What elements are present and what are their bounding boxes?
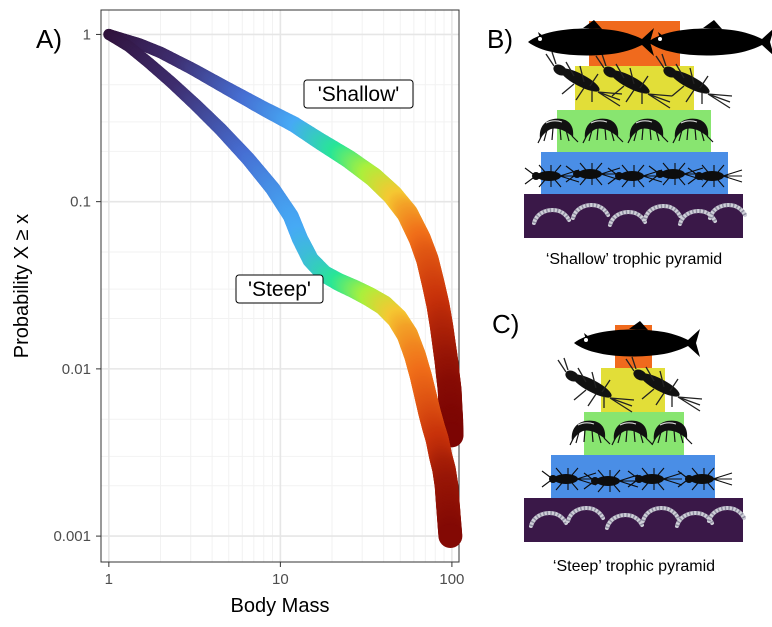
- steep-level-predators: [601, 368, 665, 412]
- series-steep: [103, 28, 463, 549]
- y-axis-title: Probability X ≥ x: [11, 214, 33, 358]
- steep-label-box: [235, 274, 324, 304]
- data-point: [438, 524, 463, 549]
- steep-label: 'Steep': [248, 278, 311, 301]
- panel-label-a: A): [36, 24, 62, 54]
- steep-pyramid-caption: ‘Steep’ trophic pyramid: [553, 558, 715, 575]
- x-tick-label: 1: [105, 571, 113, 588]
- shallow-annotation: 'Shallow': [303, 79, 414, 109]
- y-tick-label: 0.001: [53, 528, 91, 545]
- steep-level-producers: [524, 498, 743, 542]
- shallow-label: 'Shallow': [318, 83, 400, 106]
- y-tick-label: 1: [83, 26, 91, 43]
- steep-pyramid: [524, 321, 746, 542]
- fish-icon: [574, 321, 700, 357]
- y-tick-label: 0.01: [62, 361, 91, 378]
- shallow-level-producers: [524, 194, 743, 238]
- shallow-pyramid: [524, 20, 772, 238]
- panel-label-b: B): [487, 24, 513, 54]
- x-tick-label: 10: [272, 571, 289, 588]
- steep-annotation: 'Steep': [235, 274, 324, 304]
- shallow-label-box: [303, 79, 414, 109]
- data-points: [103, 28, 464, 549]
- y-tick-label: 0.1: [70, 194, 91, 211]
- x-tick-label: 100: [439, 571, 464, 588]
- x-axis-title: Body Mass: [231, 595, 330, 617]
- panel-label-c: C): [492, 309, 519, 339]
- series-shallow: [103, 28, 464, 448]
- axis-ticks: 1 10 100 1 0.1 0.01 0.001: [53, 26, 464, 588]
- shallow-pyramid-caption: ‘Shallow’ trophic pyramid: [546, 251, 722, 268]
